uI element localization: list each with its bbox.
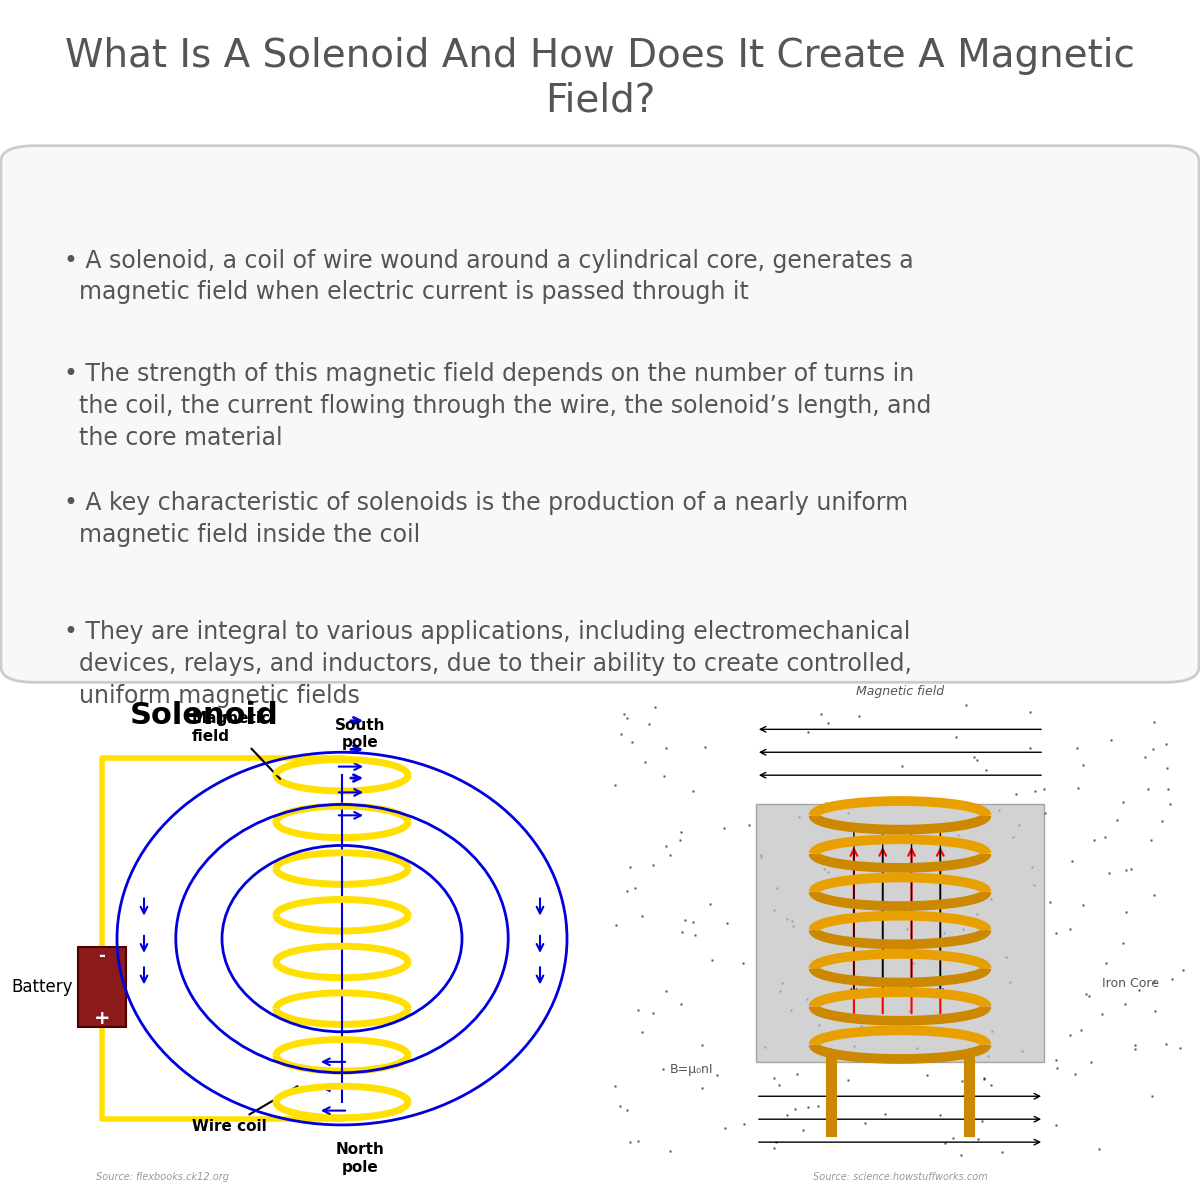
Text: Wire coil: Wire coil xyxy=(192,1086,298,1134)
Text: • A solenoid, a coil of wire wound around a cylindrical core, generates a
  magn: • A solenoid, a coil of wire wound aroun… xyxy=(65,248,914,305)
Text: Iron Core: Iron Core xyxy=(1103,977,1159,990)
Text: Source: science.howstuffworks.com: Source: science.howstuffworks.com xyxy=(812,1172,988,1182)
Text: North
pole: North pole xyxy=(336,1142,384,1175)
Bar xyxy=(756,804,1044,1062)
Text: Source: flexbooks.ck12.org: Source: flexbooks.ck12.org xyxy=(96,1172,228,1182)
Text: • The strength of this magnetic field depends on the number of turns in
  the co: • The strength of this magnetic field de… xyxy=(65,362,931,450)
Text: South
pole: South pole xyxy=(335,718,385,750)
Text: • A key characteristic of solenoids is the production of a nearly uniform
  magn: • A key characteristic of solenoids is t… xyxy=(65,492,908,547)
Text: -: - xyxy=(98,947,106,965)
Text: What Is A Solenoid And How Does It Create A Magnetic
Field?: What Is A Solenoid And How Does It Creat… xyxy=(65,37,1135,119)
Text: • They are integral to various applications, including electromechanical
  devic: • They are integral to various applicati… xyxy=(65,620,912,708)
Text: +: + xyxy=(94,1009,110,1028)
Text: Solenoid: Solenoid xyxy=(130,701,278,730)
Text: B=μ₀nI: B=μ₀nI xyxy=(670,1063,713,1076)
FancyBboxPatch shape xyxy=(1,145,1199,683)
Text: Battery: Battery xyxy=(11,978,73,996)
Text: Magnetic
field: Magnetic field xyxy=(192,712,280,779)
Bar xyxy=(78,947,126,1027)
Text: Magnetic field: Magnetic field xyxy=(856,685,944,698)
